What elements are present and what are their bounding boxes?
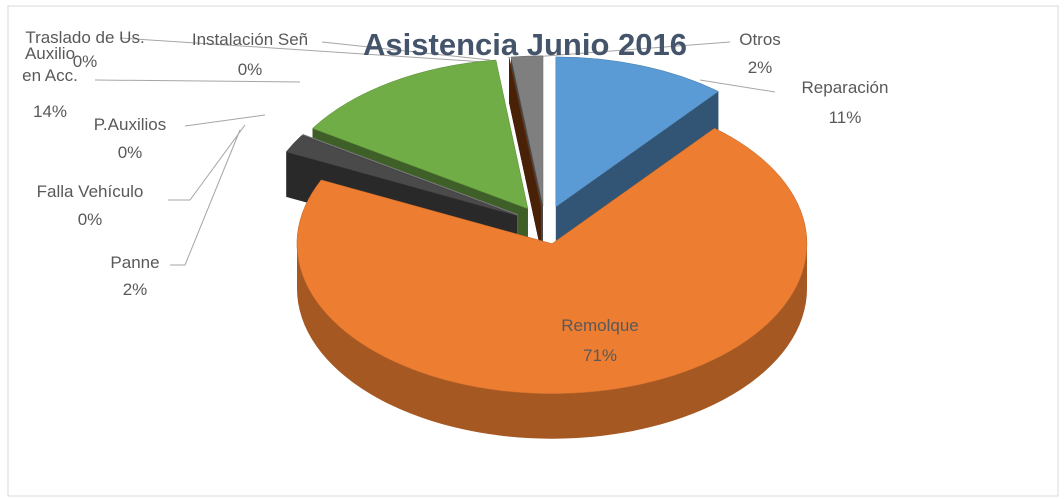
slice-label: Remolque [561,316,639,335]
leader-line [519,41,731,59]
slice-label: Auxilio en Acc. [22,44,78,85]
pie [285,55,808,439]
slice-side [509,57,541,251]
leader-line [184,114,266,127]
leader-line [699,79,776,93]
slice-wall [297,243,807,439]
value-label: 71% [582,346,618,365]
slice-label: Panne [110,253,160,272]
value-label: 0% [77,210,103,229]
chart-title: Asistencia Junio 2016 [363,27,687,62]
leader-line [119,37,486,63]
slice [302,134,519,215]
leader-lines [94,37,776,266]
value-label: 0% [237,60,263,79]
value-label: 0% [72,52,98,71]
slice [510,55,544,206]
slice-label: Reparación [801,78,889,97]
value-label: 14% [32,102,68,121]
value-label: 2% [122,280,148,299]
slice [508,57,542,207]
slice [312,59,529,210]
slice-label: P.Auxilios [93,115,167,134]
leader-line [321,41,491,61]
slice [555,56,719,208]
chart-border [7,5,1059,497]
slice [296,127,808,395]
value-label: 11% [828,108,862,127]
leader-line [170,129,241,266]
leader-line [94,79,301,83]
leader-line [168,124,246,201]
slice-label: Falla Vehículo [36,182,144,201]
slice-label: Instalación Señ [191,30,309,49]
value-label: 2% [747,58,773,77]
slice [285,135,518,217]
slice-label: Otros [739,30,781,49]
slice-side [555,91,719,252]
slice-label: Traslado de Us. [25,28,145,47]
value-label: 0% [117,143,143,162]
